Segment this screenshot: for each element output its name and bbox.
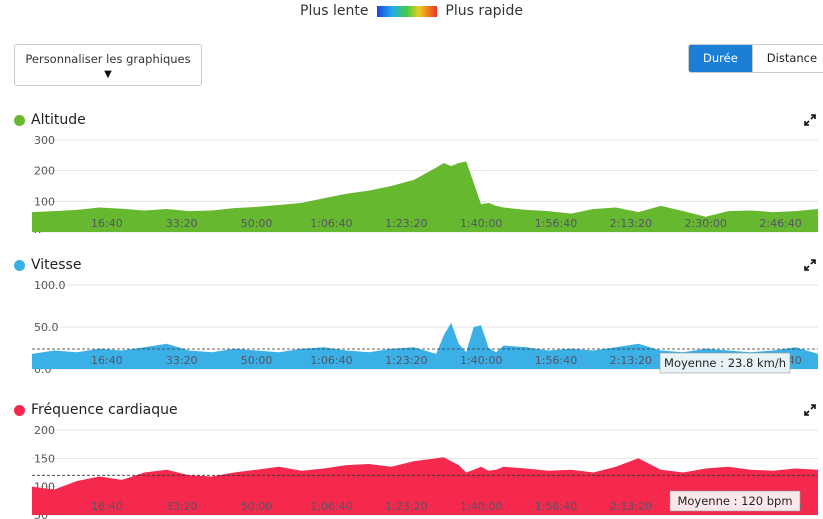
x-tick-label: 2:13:20: [610, 217, 652, 230]
x-tick-label: 1:06:40: [310, 500, 352, 513]
x-tick-label: 33:20: [166, 354, 198, 367]
x-tick-label: 33:20: [166, 500, 198, 513]
x-tick-label: 1:06:40: [310, 217, 352, 230]
x-tick-label: 1:40:00: [460, 354, 502, 367]
average-box: [669, 490, 801, 512]
speed-gradient-bar: [376, 5, 437, 17]
toggle-distance-button[interactable]: Distance: [751, 45, 823, 72]
x-tick-label: 1:23:20: [385, 217, 427, 230]
y-tick-label: 150: [34, 452, 55, 465]
average-box: [659, 352, 791, 374]
altitude-dot-icon: [14, 114, 25, 126]
x-tick-label: 1:40:00: [460, 500, 502, 513]
heart-rate-title-label: Fréquence cardiaque: [31, 402, 178, 418]
legend-slow-label: Plus lente: [300, 3, 369, 19]
heart-rate-dot-icon: [14, 404, 25, 416]
y-tick-label: 50.0: [34, 321, 59, 334]
x-tick-label: 2:13:20: [610, 354, 652, 367]
y-tick-label: 200: [34, 424, 55, 437]
speed-chart: 100.050.00.016:40 33:20 50:00 1:06:40 1:23:2…: [31, 279, 819, 376]
expand-icon[interactable]: [804, 114, 816, 126]
series-area: [32, 161, 818, 232]
speed-chart-title: Vitesse: [14, 257, 81, 273]
heart-rate-chart-title: Fréquence cardiaque: [14, 402, 178, 418]
x-tick-label: 33:20: [166, 217, 198, 230]
average-label: Moyenne : 120 bpm: [677, 494, 792, 508]
x-tick-label: 1:23:20: [385, 500, 427, 513]
x-tick-label: 2:46:40: [759, 217, 801, 230]
x-tick-label: 1:56:40: [535, 500, 577, 513]
expand-icon[interactable]: [804, 259, 816, 271]
x-tick-label: 2:30:00: [685, 217, 727, 230]
altitude-title-label: Altitude: [31, 112, 86, 128]
customize-charts-label: Personnaliser les graphiques: [25, 52, 191, 66]
speed-title-label: Vitesse: [31, 257, 82, 273]
chevron-down-icon: ▼: [104, 69, 112, 80]
speed-color-legend: Plus lente Plus rapide: [0, 3, 823, 19]
x-tick-label: 1:56:40: [535, 354, 577, 367]
altitude-chart: 300200100016:4033:2050:001:06:401:23:201…: [31, 134, 819, 233]
series-area: [32, 322, 818, 369]
y-tick-label: 100.0: [34, 279, 66, 292]
x-tick-label: 2:13:20: [610, 500, 652, 513]
x-tick-label: 50:00: [241, 217, 273, 230]
expand-icon[interactable]: [804, 404, 816, 416]
series-area: [32, 457, 818, 515]
x-axis-toggle: Durée Distance: [688, 44, 823, 73]
toggle-duration-button[interactable]: Durée: [689, 45, 752, 72]
x-tick-label: 50:00: [241, 354, 273, 367]
x-tick-label: 16:40: [91, 354, 123, 367]
heart-rate-chart: 2001501005016:4033:2050:001:06:401:23:20…: [31, 424, 819, 519]
y-tick-label: 100: [34, 195, 55, 208]
x-tick-label: 1:40:00: [460, 217, 502, 230]
legend-fast-label: Plus rapide: [445, 3, 523, 19]
customize-charts-dropdown[interactable]: Personnaliser les graphiques ▼: [14, 44, 202, 86]
speed-dot-icon: [14, 259, 25, 271]
x-tick-label: 1:23:20: [385, 354, 427, 367]
y-tick-label: 200: [34, 165, 55, 178]
x-tick-label: 1:06:40: [310, 354, 352, 367]
x-tick-label: 1:56:40: [535, 217, 577, 230]
x-tick-label: 16:40: [91, 500, 123, 513]
average-label: Moyenne : 23.8 km/h: [664, 356, 786, 370]
altitude-chart-title: Altitude: [14, 112, 86, 128]
x-tick-label: 16:40: [91, 217, 123, 230]
x-tick-label: 50:00: [241, 500, 273, 513]
y-tick-label: 300: [34, 134, 55, 147]
